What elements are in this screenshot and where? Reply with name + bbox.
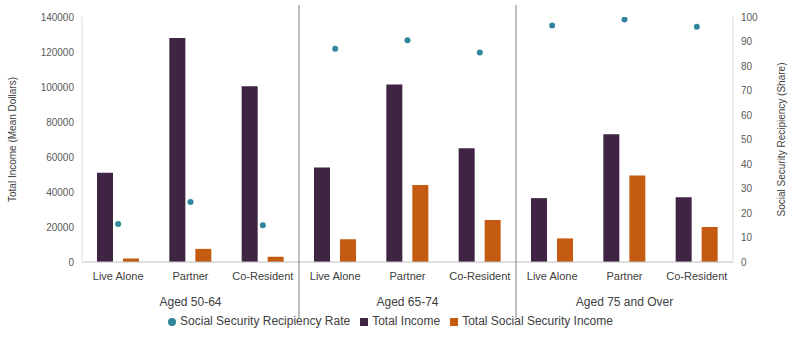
svg-text:40000: 40000 [46, 187, 74, 198]
svg-text:80000: 80000 [46, 117, 74, 128]
svg-text:Co-Resident: Co-Resident [449, 270, 510, 282]
svg-text:Social Security Recipiency (Sh: Social Security Recipiency (Share) [776, 63, 787, 217]
svg-text:Live Alone: Live Alone [93, 270, 144, 282]
svg-text:Live Alone: Live Alone [310, 270, 361, 282]
svg-text:Co-Resident: Co-Resident [232, 270, 293, 282]
svg-text:140000: 140000 [41, 12, 75, 23]
svg-text:70: 70 [741, 85, 753, 96]
svg-text:30: 30 [741, 183, 753, 194]
svg-text:80: 80 [741, 61, 753, 72]
svg-text:60000: 60000 [46, 152, 74, 163]
svg-text:0: 0 [68, 257, 74, 268]
html-text:Total Social Security Income: Total Social Security Income [462, 314, 613, 328]
svg-text:100: 100 [741, 12, 758, 23]
html-text:Total Income: Total Income [372, 314, 441, 328]
svg-text:90: 90 [741, 36, 753, 47]
svg-text:Total Income (Mean Dollars): Total Income (Mean Dollars) [8, 77, 18, 202]
svg-text:Live Alone: Live Alone [527, 270, 578, 282]
svg-text:0: 0 [741, 257, 747, 268]
svg-text:Partner: Partner [389, 270, 425, 282]
svg-text:Aged 75 and Over: Aged 75 and Over [576, 295, 673, 309]
svg-text:10: 10 [741, 232, 753, 243]
svg-text:Partner: Partner [606, 270, 642, 282]
svg-text:Aged 50-64: Aged 50-64 [159, 295, 221, 309]
svg-text:50: 50 [741, 134, 753, 145]
svg-text:40: 40 [741, 159, 753, 170]
svg-text:100000: 100000 [41, 82, 75, 93]
html-text:Social Security Recipiency Rat: Social Security Recipiency Rate [180, 314, 351, 328]
svg-text:20: 20 [741, 208, 753, 219]
svg-text:20000: 20000 [46, 222, 74, 233]
svg-text:60: 60 [741, 110, 753, 121]
svg-text:Aged 65-74: Aged 65-74 [376, 295, 438, 309]
svg-text:120000: 120000 [41, 47, 75, 58]
svg-text:Partner: Partner [172, 270, 208, 282]
svg-text:Co-Resident: Co-Resident [666, 270, 727, 282]
